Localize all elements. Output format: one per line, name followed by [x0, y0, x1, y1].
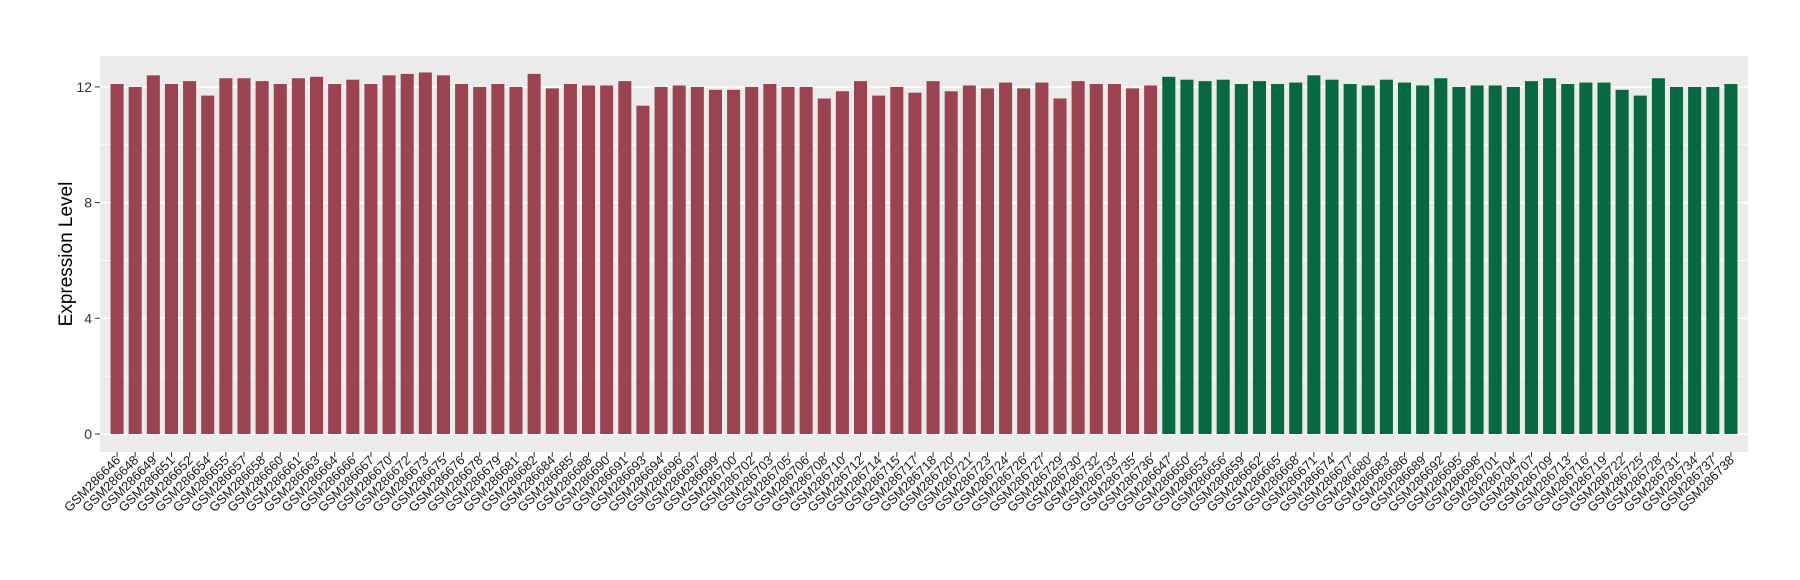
bar [382, 75, 396, 434]
bar [491, 84, 505, 435]
bar [636, 105, 650, 434]
bar [1307, 75, 1321, 434]
bar [690, 86, 704, 434]
bar [1597, 82, 1611, 434]
bar [473, 86, 487, 434]
bar [763, 84, 777, 435]
bar [1053, 98, 1067, 434]
bar [781, 86, 795, 434]
bar [890, 86, 904, 434]
bar [1615, 89, 1629, 435]
bar [455, 84, 469, 435]
bar [563, 84, 577, 435]
bar [1452, 86, 1466, 434]
bar [509, 86, 523, 434]
bar [1670, 86, 1684, 434]
bar [364, 84, 378, 435]
bar [1343, 84, 1357, 435]
bar [201, 95, 215, 434]
bar [164, 84, 178, 435]
bar [1470, 85, 1484, 434]
bar [110, 84, 124, 435]
bar [1579, 82, 1593, 434]
y-axis-title: Expression Level [56, 182, 77, 327]
bar [962, 85, 976, 434]
bar [1017, 88, 1031, 434]
bar [1144, 85, 1158, 434]
bar [1561, 84, 1575, 435]
bar [872, 95, 886, 434]
bar [1416, 85, 1430, 434]
bar [654, 86, 668, 434]
bar [1180, 79, 1194, 434]
bar [128, 86, 142, 434]
bar [1107, 84, 1121, 435]
bar [817, 98, 831, 434]
bar [1506, 86, 1520, 434]
bar [1198, 81, 1212, 434]
bar [545, 88, 559, 434]
bar [1651, 78, 1665, 434]
y-tick-label: 4 [84, 310, 92, 326]
bar [219, 78, 233, 434]
bar [237, 78, 251, 434]
bar [1035, 82, 1049, 434]
bar [1379, 79, 1393, 434]
bar [1126, 88, 1140, 434]
bar [1289, 82, 1303, 434]
bar [146, 75, 160, 434]
bar [1706, 86, 1720, 434]
bar [1071, 81, 1085, 434]
bar [1216, 79, 1230, 434]
bar [291, 78, 305, 434]
bar [799, 86, 813, 434]
bar [1434, 78, 1448, 434]
bar [1361, 85, 1375, 434]
bar [908, 92, 922, 434]
bar [1524, 81, 1538, 434]
bar [273, 84, 287, 435]
bar [835, 91, 849, 434]
bar [1234, 84, 1248, 435]
bar [310, 76, 324, 435]
y-tick-label: 0 [84, 426, 92, 442]
bar [980, 88, 994, 434]
y-tick-label: 12 [76, 79, 92, 95]
bars [110, 72, 1738, 435]
bar [854, 81, 868, 434]
bar [346, 79, 360, 434]
bar [527, 73, 541, 435]
bar [1724, 84, 1738, 435]
bar [183, 81, 197, 434]
bar [618, 81, 632, 434]
bar [999, 82, 1013, 434]
y-axis: 0 4 8 12 [76, 79, 100, 442]
bar [582, 85, 596, 434]
bar [1633, 95, 1647, 434]
bar [926, 81, 940, 434]
bar [436, 75, 450, 434]
bar [1089, 84, 1103, 435]
bar [708, 89, 722, 435]
bar [1688, 86, 1702, 434]
bar [727, 89, 741, 435]
y-tick-label: 8 [84, 195, 92, 211]
bar [1325, 79, 1339, 434]
bar [400, 73, 414, 435]
bar [328, 84, 342, 435]
bar [1271, 84, 1285, 435]
bar [600, 85, 614, 434]
bar [1543, 78, 1557, 434]
bar [418, 72, 432, 434]
bar [745, 86, 759, 434]
bar [672, 85, 686, 434]
bar [1252, 81, 1266, 434]
x-axis: GSM286646GSM286648GSM286649GSM286651GSM2… [61, 452, 1737, 515]
bar [1162, 76, 1176, 435]
bar [1488, 85, 1502, 434]
bar [255, 81, 269, 434]
bar [1398, 82, 1412, 434]
bar [944, 91, 958, 434]
